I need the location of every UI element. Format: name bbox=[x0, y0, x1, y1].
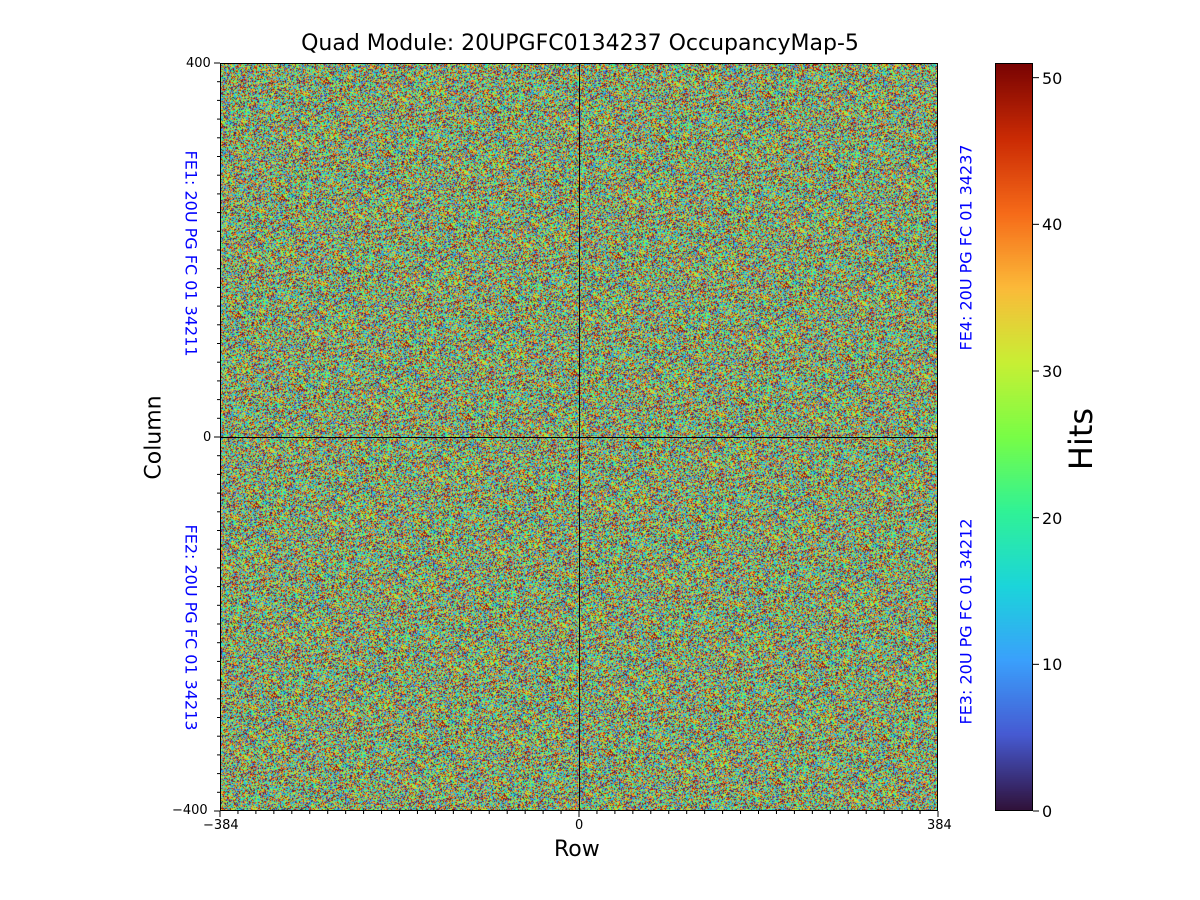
colorbar-tick-label: 40 bbox=[1042, 215, 1063, 235]
colorbar-tick-label: 30 bbox=[1042, 362, 1063, 381]
x-tick-label: 384 bbox=[927, 818, 952, 833]
y-tick-label: 0 bbox=[203, 430, 212, 445]
colorbar bbox=[995, 63, 1033, 811]
x-tick-label: −384 bbox=[203, 818, 239, 833]
colorbar-tick-label: 50 bbox=[1042, 68, 1063, 88]
x-tick-label: 0 bbox=[575, 818, 584, 833]
y-tick-label: 400 bbox=[186, 56, 211, 71]
y-tick-label: −400 bbox=[172, 803, 208, 818]
chart-title: Quad Module: 20UPGFC0134237 OccupancyMap… bbox=[301, 31, 859, 56]
x-axis-label: Row bbox=[554, 837, 600, 862]
colorbar-tick-label: 0 bbox=[1042, 802, 1053, 821]
colorbar-tick-label: 20 bbox=[1042, 508, 1063, 528]
heatmap-plot-area bbox=[220, 63, 938, 811]
horizontal-chip-divider bbox=[221, 437, 937, 438]
colorbar-tick-label: 10 bbox=[1042, 655, 1063, 675]
